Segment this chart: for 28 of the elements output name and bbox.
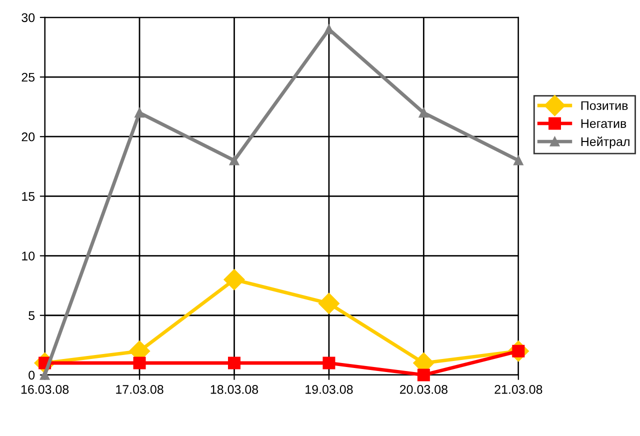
point — [324, 24, 334, 34]
legend-label: Нейтрал — [581, 136, 630, 149]
y-tick-label: 15 — [22, 192, 35, 201]
x-tick-label: 20.03.08 — [400, 385, 448, 394]
point — [40, 370, 50, 380]
y-tick-label: 0 — [28, 370, 35, 380]
y-tick-label: 20 — [22, 132, 35, 142]
x-tick-label: 19.03.08 — [306, 385, 353, 394]
legend-label: Позитив — [581, 101, 628, 110]
y-tick-label: 5 — [28, 311, 35, 320]
legend-label: Негатив — [581, 119, 626, 128]
point — [322, 356, 336, 370]
x-tick-label: 17.03.08 — [116, 385, 164, 394]
x-tick-label: 18.03.08 — [210, 385, 258, 394]
y-tick-label: 25 — [22, 72, 35, 82]
point — [134, 108, 144, 118]
point — [229, 156, 240, 166]
point — [133, 356, 146, 370]
point — [514, 156, 524, 166]
y-tick-label: 10 — [22, 252, 35, 260]
point — [224, 269, 245, 290]
point — [228, 356, 240, 370]
point — [418, 108, 429, 118]
point — [318, 292, 340, 314]
x-tick-label: 21.03.08 — [494, 385, 542, 394]
point — [417, 368, 430, 382]
x-tick-label: 16.03.08 — [21, 385, 69, 394]
y-tick-label: 30 — [22, 13, 35, 22]
